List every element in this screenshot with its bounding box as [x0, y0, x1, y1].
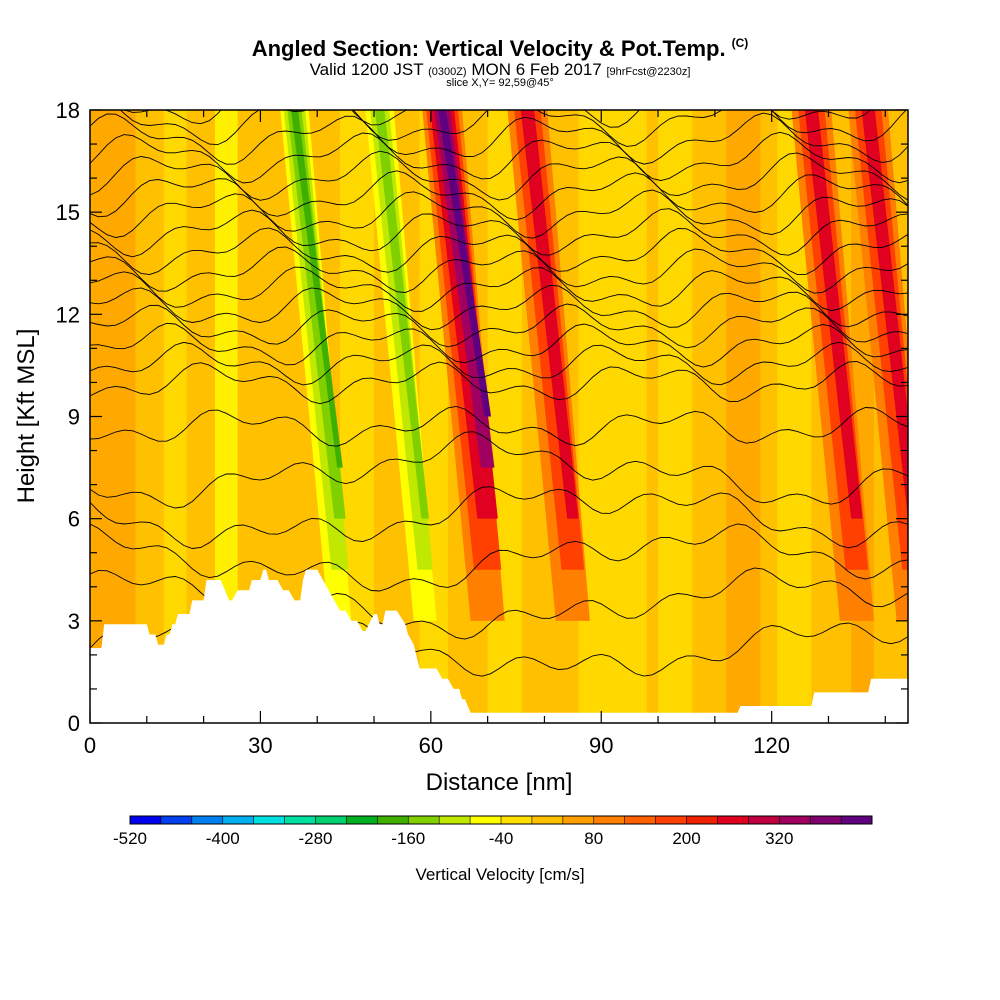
colorbar-tick-label: -520 [113, 829, 147, 848]
y-tick-label: 3 [68, 609, 80, 634]
title-tag: (C) [731, 36, 749, 50]
valid-utc: (0300Z) [428, 66, 467, 78]
isentrope-line [90, 246, 908, 294]
colorbar-tick-label: -160 [391, 829, 425, 848]
isentrope-line [90, 523, 908, 592]
isentrope-line [90, 131, 908, 184]
y-tick-label: 0 [68, 711, 80, 736]
isentrope-line [90, 284, 908, 331]
colorbar-swatch [841, 816, 873, 824]
colorbar-swatch [686, 816, 718, 824]
x-tick-label: 0 [84, 733, 96, 758]
colorbar-swatch [222, 816, 255, 824]
terrain-mask [90, 569, 908, 723]
colorbar-swatch [501, 816, 533, 824]
colorbar-swatch [624, 816, 657, 824]
isentrope-line [90, 303, 908, 349]
isentrope-line [90, 431, 908, 509]
x-axis-label: Distance [nm] [426, 769, 573, 796]
colorbar-swatch [439, 816, 471, 824]
updraft-band [854, 110, 908, 570]
colorbar-swatch [315, 816, 347, 824]
isentrope-line [90, 322, 908, 368]
field-column [214, 110, 238, 723]
colorbar-swatch [377, 816, 409, 824]
x-axis: 0 30 60 90 120 [84, 110, 886, 758]
colorbar-swatch [470, 816, 502, 824]
slice-label: slice X,Y= 92,59@45° [446, 77, 554, 89]
colorbar-swatch [191, 816, 224, 824]
y-axis: 0 3 6 9 12 15 18 [56, 98, 908, 736]
colorbar-swatch [593, 816, 626, 824]
isentrope-line [90, 150, 908, 201]
chart-subtitle: Valid 1200 JST (0300Z) MON 6 Feb 2017 [9… [0, 60, 1000, 80]
colorbar-swatch [748, 816, 780, 824]
colorbar-swatch [810, 816, 842, 824]
colorbar-tick-label: 320 [765, 829, 793, 848]
y-tick-label: 9 [68, 405, 80, 430]
x-tick-label: 120 [753, 733, 790, 758]
updraft-band [804, 110, 863, 519]
colorbar-swatch [284, 816, 316, 824]
isentrope-line [90, 227, 908, 276]
isentrope-line [90, 170, 908, 221]
colorbar-tick-label: -280 [298, 829, 332, 848]
colorbar-swatch [130, 816, 162, 824]
colorbar-swatch [346, 816, 378, 824]
isentrope-line [90, 208, 908, 258]
isentrope-line [90, 266, 908, 312]
valid-prefix: Valid 1200 JST [309, 60, 424, 79]
colorbar-tick-label: 80 [584, 829, 603, 848]
colorbar-swatch [562, 816, 595, 824]
isentrope-line [90, 341, 908, 386]
colorbar: -520 -400 -280 -160 -40 80 200 320 [113, 815, 873, 848]
field-column [658, 110, 693, 723]
colorbar-swatch [655, 816, 687, 824]
isentrope-line [90, 189, 908, 239]
colorbar-swatch [408, 816, 440, 824]
colorbar-swatch [717, 816, 749, 824]
forecast-label: [9hrFcst@2230z] [606, 66, 691, 78]
colorbar-swatch [253, 816, 286, 824]
isentrope-line [90, 361, 908, 405]
updraft-band [438, 110, 492, 417]
isentrope-line [90, 405, 908, 447]
y-tick-label: 18 [56, 98, 80, 123]
y-axis-label: Height [Kft MSL] [13, 329, 40, 504]
colorbar-tick-label: -40 [489, 829, 514, 848]
colorbar-tick-label: 200 [672, 829, 700, 848]
y-tick-label: 6 [68, 507, 80, 532]
colorbar-swatch [160, 816, 193, 824]
field-column [726, 110, 761, 723]
x-tick-label: 90 [589, 733, 613, 758]
isentrope-line [90, 486, 908, 549]
chart-title: Angled Section: Vertical Velocity & Pot.… [251, 36, 749, 61]
colorbar-tick-label: -400 [206, 829, 240, 848]
colorbar-label: Vertical Velocity [cm/s] [415, 865, 584, 884]
x-tick-label: 60 [419, 733, 443, 758]
colorbar-swatch [531, 816, 564, 824]
valid-date: MON 6 Feb 2017 [471, 60, 602, 79]
y-tick-label: 15 [56, 200, 80, 225]
colorbar-swatch [779, 816, 811, 824]
x-tick-label: 30 [248, 733, 272, 758]
y-tick-label: 12 [56, 302, 80, 327]
updraft-band [520, 110, 579, 519]
